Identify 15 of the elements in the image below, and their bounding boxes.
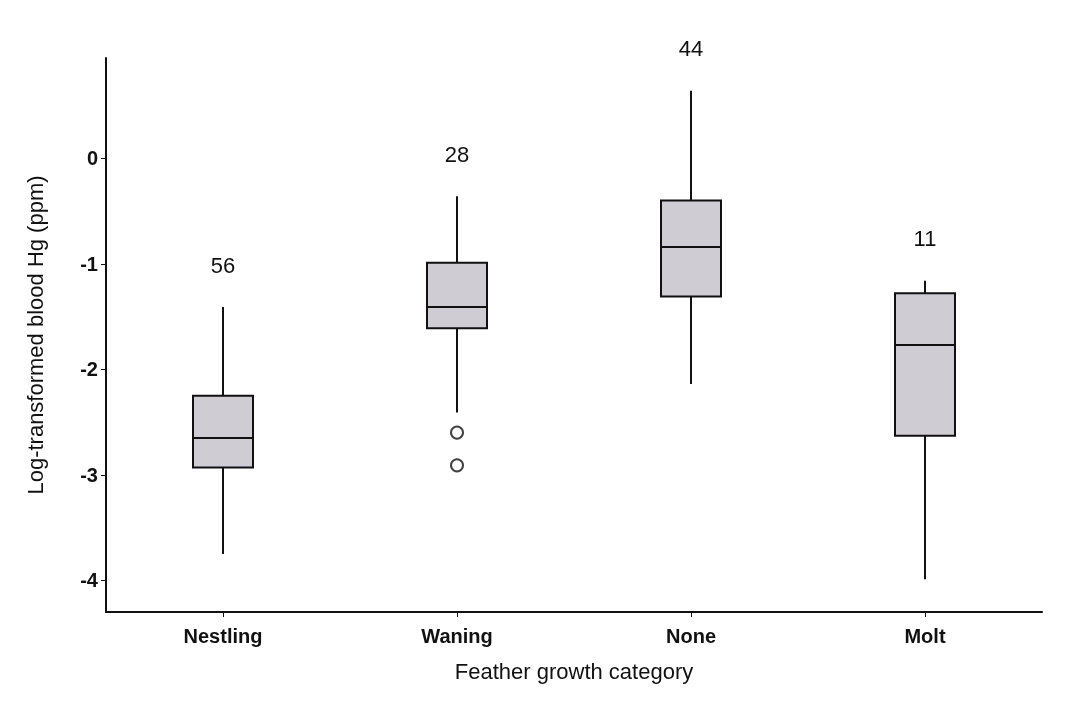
x-tick-label: Waning — [421, 625, 493, 647]
annotation: 44 — [678, 36, 704, 62]
annotation: 56 — [210, 252, 236, 278]
y-tick-label: -4 — [80, 569, 99, 592]
y-axis-title: Log-transformed blood Hg (ppm) — [22, 175, 48, 495]
y-tick-label: 0 — [86, 147, 98, 170]
y-tick-label: -3 — [80, 463, 98, 486]
x-tick-label: None — [666, 625, 716, 647]
annotation: 28 — [444, 141, 470, 167]
y-tick-label: -1 — [80, 252, 98, 275]
x-tick-label: Molt — [904, 625, 946, 647]
x-tick-label: Nestling — [183, 625, 263, 647]
y-tick-label: -2 — [80, 358, 98, 381]
x-axis-title: Feather growth category — [454, 658, 694, 684]
annotation: 11 — [913, 226, 937, 252]
